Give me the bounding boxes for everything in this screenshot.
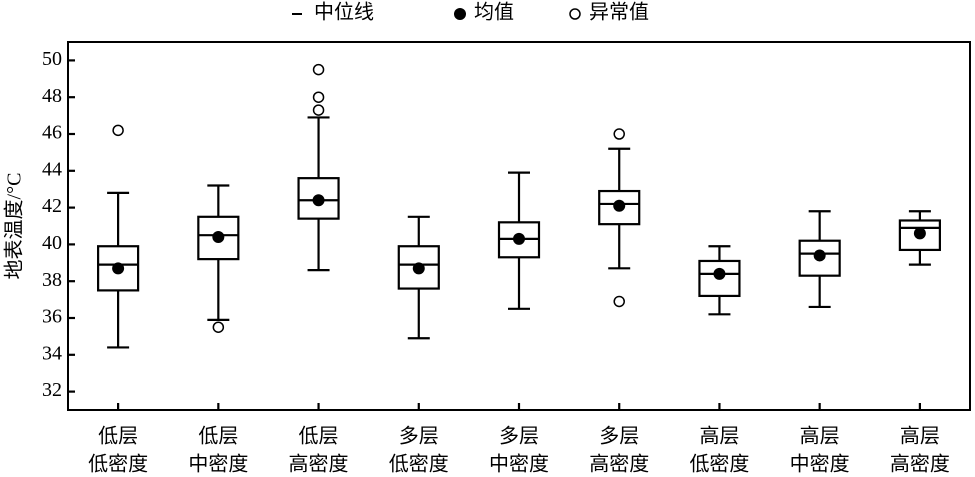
mean-marker <box>613 199 626 212</box>
x-tick-label: 高层 <box>800 425 840 448</box>
outlier <box>112 124 124 137</box>
legend-label: 中位线 <box>314 1 374 24</box>
x-tick-label: 中密度 <box>790 453 850 476</box>
outlier <box>613 128 625 140</box>
x-tick-label: 低层 <box>299 425 339 448</box>
mean-marker <box>212 231 225 244</box>
x-tick-label: 高密度 <box>289 453 349 476</box>
x-tick-label: 中密度 <box>489 453 549 476</box>
x-tick-label: 低密度 <box>88 453 148 476</box>
mean-marker <box>412 262 425 275</box>
mean-marker <box>913 227 926 240</box>
mean-marker <box>513 232 525 245</box>
legend-label: 均值 <box>474 1 514 24</box>
outlier <box>613 295 625 308</box>
x-tick-label: 多层 <box>599 425 639 448</box>
box <box>598 189 641 226</box>
y-tick-label: 36 <box>42 306 62 328</box>
x-tick-label: 高密度 <box>890 453 950 476</box>
mean-marker <box>813 249 826 262</box>
y-tick-label: 34 <box>42 342 62 364</box>
x-tick-label: 高层 <box>900 425 940 448</box>
y-tick-label: 42 <box>42 195 62 217</box>
y-tick-label: 44 <box>42 158 62 180</box>
x-tick-label: 高层 <box>699 425 739 448</box>
mean-marker <box>713 267 726 280</box>
y-tick-label: 50 <box>42 48 62 70</box>
mean-marker <box>312 194 325 207</box>
y-tick-label: 38 <box>42 269 62 291</box>
outlier <box>312 63 325 76</box>
mean-marker <box>112 262 125 275</box>
x-tick-label: 低密度 <box>689 453 749 476</box>
legend-outlier-marker <box>569 8 581 20</box>
x-tick-label: 低层 <box>198 425 238 448</box>
y-axis-label: 地表温度/°C <box>3 173 26 280</box>
x-tick-label: 多层 <box>499 425 539 448</box>
x-tick-label: 中密度 <box>188 453 248 476</box>
x-tick-label: 低层 <box>98 425 138 448</box>
x-tick-label: 高密度 <box>589 453 649 476</box>
outlier <box>312 104 325 116</box>
outlier <box>312 91 325 103</box>
y-tick-label: 48 <box>42 85 62 107</box>
legend-label: 异常值 <box>589 1 649 24</box>
x-tick-label: 低密度 <box>389 453 449 476</box>
y-tick-label: 40 <box>42 232 62 254</box>
legend-mean-marker <box>454 8 466 20</box>
y-tick-label: 32 <box>42 379 62 401</box>
x-tick-label: 多层 <box>399 425 439 448</box>
outlier <box>212 321 225 333</box>
y-tick-label: 46 <box>42 122 62 144</box>
